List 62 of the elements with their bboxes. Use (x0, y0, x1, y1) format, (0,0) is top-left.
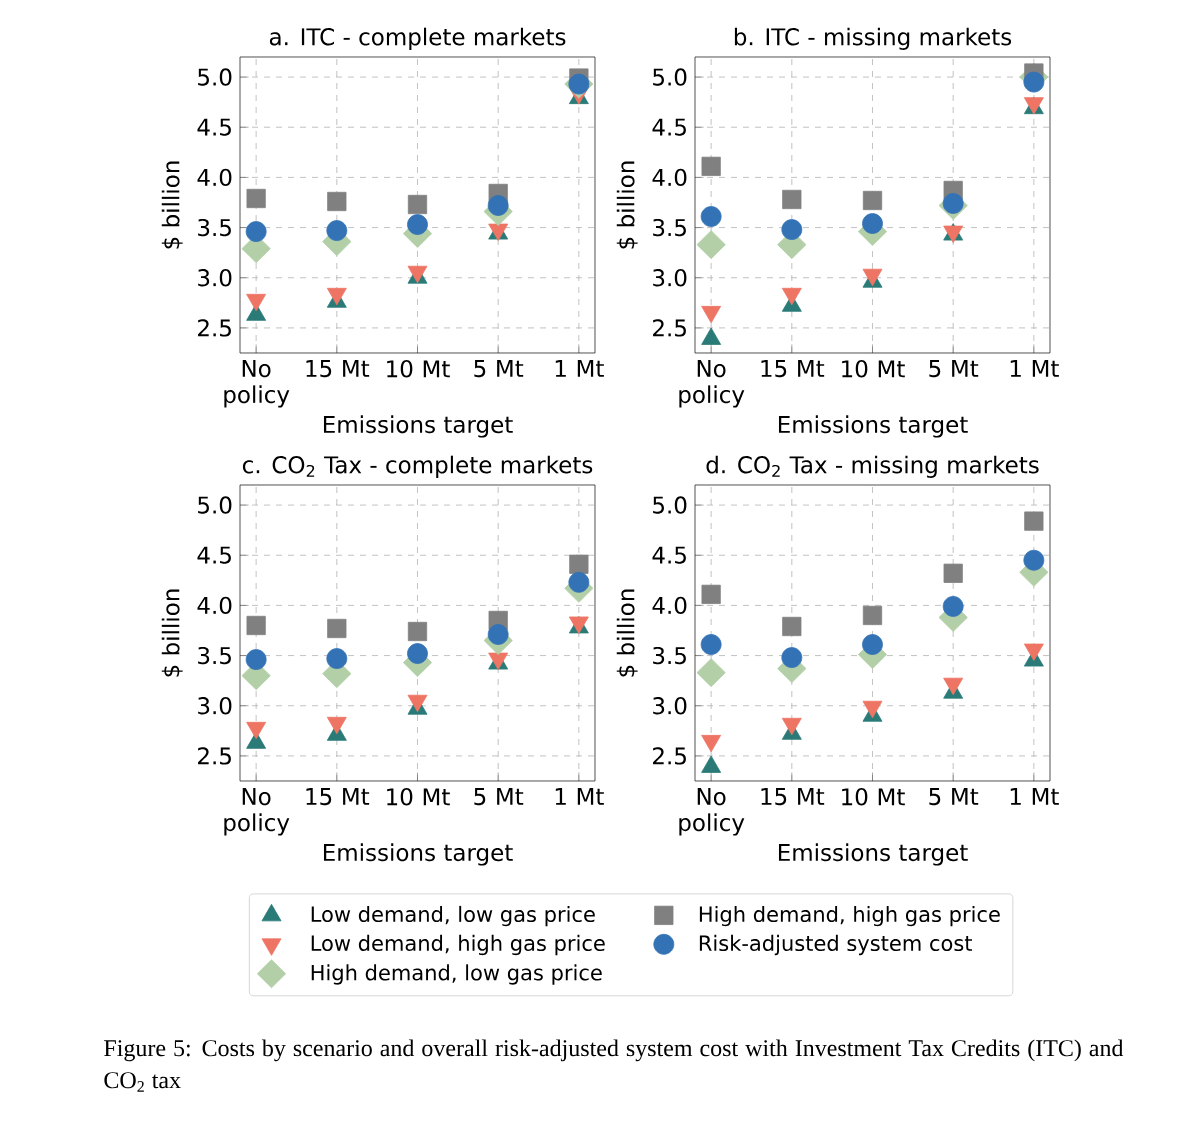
x-tick-label: 10 Mt (842, 360, 905, 378)
legend-label: High demand, low gas price (311, 964, 602, 985)
y-tick-label: 5.0 (198, 68, 232, 86)
legend-label: Low demand, low gas price (311, 905, 595, 927)
x-tick-label: 10 Mt (387, 360, 450, 378)
x-axis-title: Emissions target (778, 415, 968, 438)
x-axis-title: Emissions target (323, 415, 513, 438)
chart-title: c. CO$_{2}$ Tax - complete markets (242, 455, 593, 478)
y-tick-label: 4.5 (197, 546, 231, 564)
x-tick-label: 15 Mt (761, 788, 825, 806)
y-tick-label: 5.0 (198, 496, 232, 514)
y-tick-label: 4.0 (197, 596, 232, 615)
y-axis-title: $ billion (616, 589, 638, 677)
y-tick-label: 2.5 (653, 747, 686, 765)
x-tick-label: 5 Mt (929, 788, 979, 806)
y-tick-label: 5.0 (653, 496, 687, 514)
y-tick-label: 3.5 (198, 646, 231, 665)
y-tick-label: 3.5 (653, 218, 686, 237)
x-tick-label: No policy (679, 788, 745, 836)
y-tick-label: 4.0 (652, 596, 687, 615)
y-tick-label: 4.0 (197, 168, 232, 187)
chart-title: b. ITC - missing markets (734, 27, 1012, 50)
x-tick-label: 1 Mt (555, 360, 604, 377)
x-tick-label: 5 Mt (474, 360, 524, 378)
y-axis-title: $ billion (161, 589, 183, 677)
x-tick-label: 5 Mt (474, 788, 524, 806)
y-tick-label: 4.5 (197, 118, 231, 136)
legend-label: Low demand, high gas price (311, 934, 605, 956)
y-tick-label: 3.0 (653, 269, 687, 287)
y-tick-label: 3.0 (198, 269, 232, 287)
x-tick-label: 5 Mt (929, 360, 979, 378)
legend-label: Risk-adjusted system cost (699, 934, 973, 956)
y-tick-label: 3.0 (198, 697, 232, 715)
x-tick-label: 10 Mt (842, 788, 905, 806)
chart-title: a. ITC - complete markets (269, 27, 566, 50)
x-tick-label: 10 Mt (387, 788, 450, 806)
caption: Figure 5: Costs by scenario and overall risk-adjusted system cost with Investment Tax Credits (ITC) and CO$_{2}$ tax (104, 1039, 1124, 1092)
x-tick-label: No policy (224, 788, 290, 836)
y-tick-label: 2.5 (198, 319, 231, 337)
y-tick-label: 2.5 (653, 319, 686, 337)
y-tick-label: 4.5 (652, 118, 686, 136)
x-tick-label: 15 Mt (306, 788, 370, 806)
y-tick-label: 4.5 (652, 546, 686, 564)
x-axis-title: Emissions target (778, 843, 968, 866)
x-tick-label: 1 Mt (555, 788, 604, 805)
x-tick-label: 15 Mt (306, 360, 370, 378)
y-tick-label: 3.5 (653, 646, 686, 665)
legend-label: High demand, high gas price (699, 905, 1000, 927)
y-tick-label: 5.0 (653, 68, 687, 86)
x-tick-label: 1 Mt (1010, 360, 1059, 377)
y-tick-label: 3.0 (653, 697, 687, 715)
chart-title: d. CO$_{2}$ Tax - missing markets (706, 455, 1039, 478)
x-tick-label: 15 Mt (761, 360, 825, 378)
y-tick-label: 2.5 (198, 747, 231, 765)
x-axis-title: Emissions target (323, 843, 513, 866)
y-axis-title: $ billion (616, 161, 638, 249)
y-axis-title: $ billion (161, 161, 183, 249)
x-tick-label: No policy (224, 360, 290, 408)
y-tick-label: 4.0 (652, 168, 687, 187)
x-tick-label: No policy (679, 360, 745, 408)
x-tick-label: 1 Mt (1010, 788, 1059, 805)
y-tick-label: 3.5 (198, 218, 231, 237)
